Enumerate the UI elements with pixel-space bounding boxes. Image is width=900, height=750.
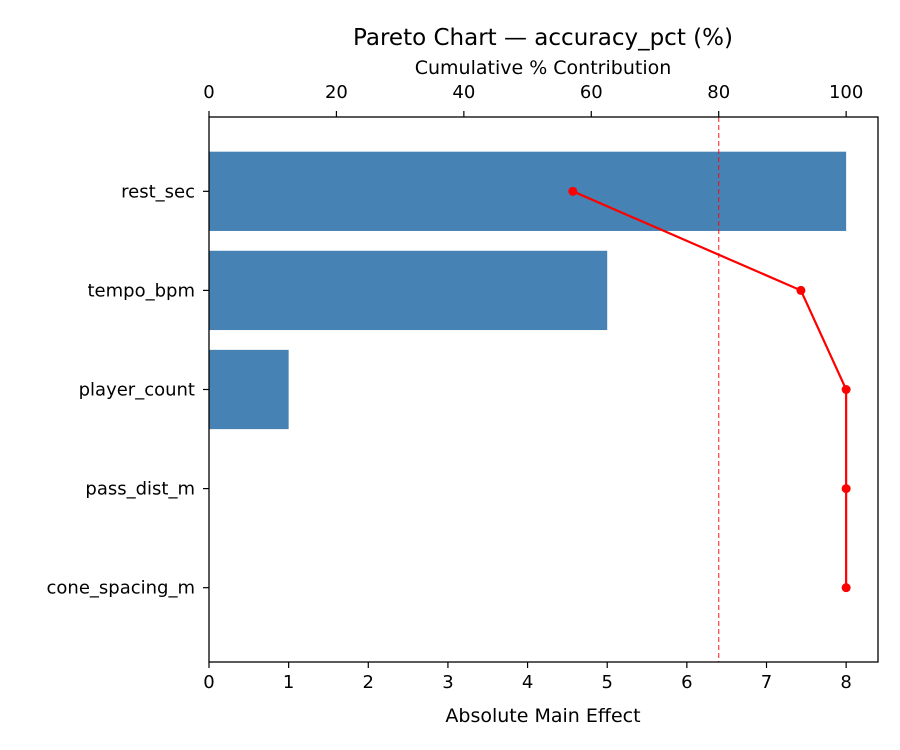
x-tick-label: 0 [203, 672, 214, 693]
secondary-x-tick-label: 0 [203, 82, 214, 103]
plot-area: 0 1 2 3 4 5 6 7 80 20 40 60 80 100rest_sectempo_bpmpl… [47, 82, 879, 693]
secondary-x-tick-label: 20 [325, 82, 348, 103]
secondary-x-tick-label: 40 [452, 82, 475, 103]
bar-tempo_bpm [209, 250, 608, 331]
cumulative-point-pass_dist_m [841, 484, 851, 494]
secondary-x-axis-title: Cumulative % Contribution [415, 57, 672, 79]
secondary-x-tick-label: 80 [707, 82, 730, 103]
x-tick-label: 1 [283, 672, 294, 693]
secondary-x-tick-label: 60 [580, 82, 603, 103]
x-tick-label: 3 [442, 672, 453, 693]
x-tick-label: 8 [840, 672, 851, 693]
y-tick-label-tempo_bpm: tempo_bpm [88, 280, 196, 301]
cumulative-point-rest_sec [568, 186, 578, 196]
x-tick-label: 7 [761, 672, 772, 693]
x-axis-title: Absolute Main Effect [445, 705, 640, 727]
cumulative-line [572, 190, 848, 588]
x-tick-label: 6 [681, 672, 692, 693]
cumulative-point-tempo_bpm [796, 285, 806, 295]
x-tick-label: 2 [363, 672, 374, 693]
secondary-x-tick-label: 100 [829, 82, 863, 103]
y-tick-label-pass_dist_m: pass_dist_m [85, 479, 195, 500]
y-tick-label-rest_sec: rest_sec [121, 181, 195, 202]
y-tick-label-cone_spacing_m: cone_spacing_m [47, 578, 196, 599]
x-tick-label: 4 [522, 672, 533, 693]
cumulative-point-cone_spacing_m [841, 583, 851, 593]
bar-player_count [209, 349, 289, 430]
cumulative-point-player_count [841, 385, 851, 394]
y-tick-label-player_count: player_count [79, 380, 195, 401]
bar-rest_sec [209, 151, 847, 231]
x-tick-label: 5 [601, 672, 612, 693]
chart-title: Pareto Chart — accuracy_pct (%) [353, 25, 733, 51]
